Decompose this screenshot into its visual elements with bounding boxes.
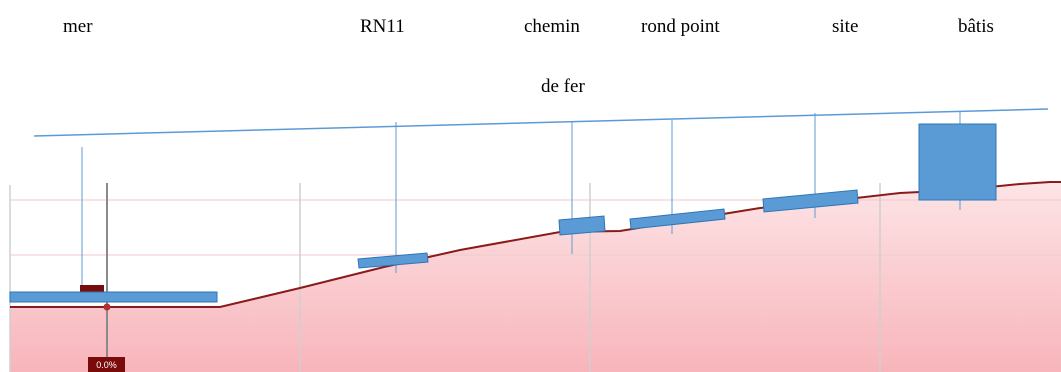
marker-value-badge xyxy=(88,357,125,372)
horizontal-gridlines xyxy=(10,199,1061,311)
label-rn11: RN11 xyxy=(360,16,405,37)
label-site: site xyxy=(832,16,859,37)
position-marker-handle[interactable] xyxy=(80,285,104,294)
label-rond-point: rond point xyxy=(641,16,720,37)
roundabout-element xyxy=(629,208,726,230)
label-chemin: chemin xyxy=(524,16,580,37)
label-de-fer: de fer xyxy=(541,76,585,97)
terrain-area xyxy=(10,182,1061,372)
marker-value-text: 0.0% xyxy=(96,360,117,370)
sight-line xyxy=(33,108,1049,137)
railway-element xyxy=(558,215,606,236)
label-mer: mer xyxy=(63,16,93,37)
rn11-element xyxy=(357,252,429,269)
position-marker-dot xyxy=(103,303,111,311)
buildings-element xyxy=(918,123,997,201)
site-element xyxy=(762,189,859,213)
sea-element xyxy=(9,291,218,303)
vertical-gridlines xyxy=(9,183,881,372)
label-batis: bâtis xyxy=(958,16,994,37)
